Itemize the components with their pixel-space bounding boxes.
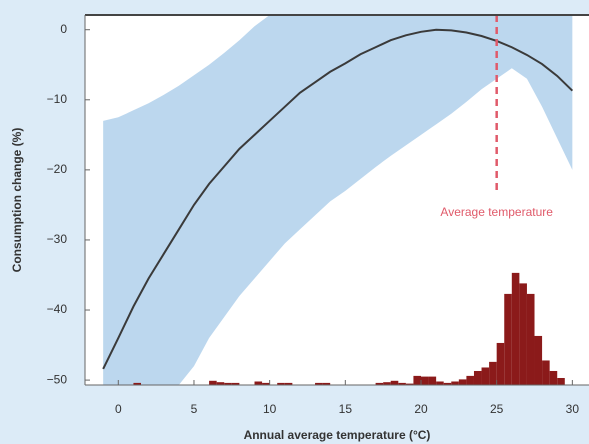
histogram-bar [428, 376, 437, 385]
histogram-bar [526, 293, 535, 385]
x-tick-label: 5 [191, 402, 198, 416]
histogram-bar [315, 382, 323, 385]
histogram-bar [216, 382, 225, 385]
histogram-bar [413, 375, 421, 385]
confidence-band [103, 15, 573, 385]
histogram-bar [398, 382, 406, 385]
histogram-bar [496, 342, 505, 385]
histogram-bar [284, 382, 293, 385]
histogram-bar [451, 381, 459, 385]
histogram-bar [277, 382, 285, 385]
x-tick-label: 15 [339, 402, 353, 416]
histogram-bar [511, 272, 520, 385]
histogram-bar [231, 382, 240, 385]
x-tick-label: 25 [490, 402, 504, 416]
x-tick-label: 30 [566, 402, 580, 416]
y-axis-label: Consumption change (%) [10, 128, 24, 273]
histogram-bar [322, 382, 331, 385]
y-tick-label: −40 [47, 302, 68, 316]
histogram-bar [557, 377, 565, 385]
histogram-bar [481, 367, 490, 385]
y-tick-label: −10 [47, 92, 68, 106]
x-axis-label: Annual average temperature (°C) [244, 428, 431, 442]
y-tick-label: −50 [47, 372, 68, 386]
x-tick-label: 10 [263, 402, 277, 416]
histogram-bar [383, 382, 391, 385]
x-tick-label: 20 [414, 402, 428, 416]
histogram-bar [473, 370, 482, 385]
reference-label: Average temperature [440, 205, 553, 219]
histogram-bar [542, 360, 550, 385]
x-tick-label: 0 [115, 402, 122, 416]
histogram-bar [209, 380, 217, 385]
y-tick-label: −30 [47, 232, 68, 246]
y-tick-label: −20 [47, 162, 68, 176]
histogram-bar [443, 382, 452, 385]
histogram-bar [466, 375, 474, 385]
histogram-bar [133, 382, 141, 385]
histogram-bar [375, 382, 384, 385]
response-curve [102, 28, 574, 370]
histogram-bar [224, 382, 232, 385]
histogram-bar [458, 379, 467, 385]
histogram-bar [436, 381, 444, 385]
histogram-bar [405, 383, 414, 385]
histogram-bar [549, 370, 558, 385]
y-tick-label: 0 [60, 22, 67, 36]
histogram-bar [421, 376, 429, 385]
histogram-bar [489, 361, 497, 385]
histogram-bar [534, 335, 543, 385]
plot-content [102, 15, 574, 385]
histogram-bar [504, 293, 512, 385]
histogram-bar [262, 382, 270, 385]
histogram-bar [390, 380, 399, 385]
histogram-bar [519, 283, 527, 385]
histogram-bar [254, 381, 263, 385]
